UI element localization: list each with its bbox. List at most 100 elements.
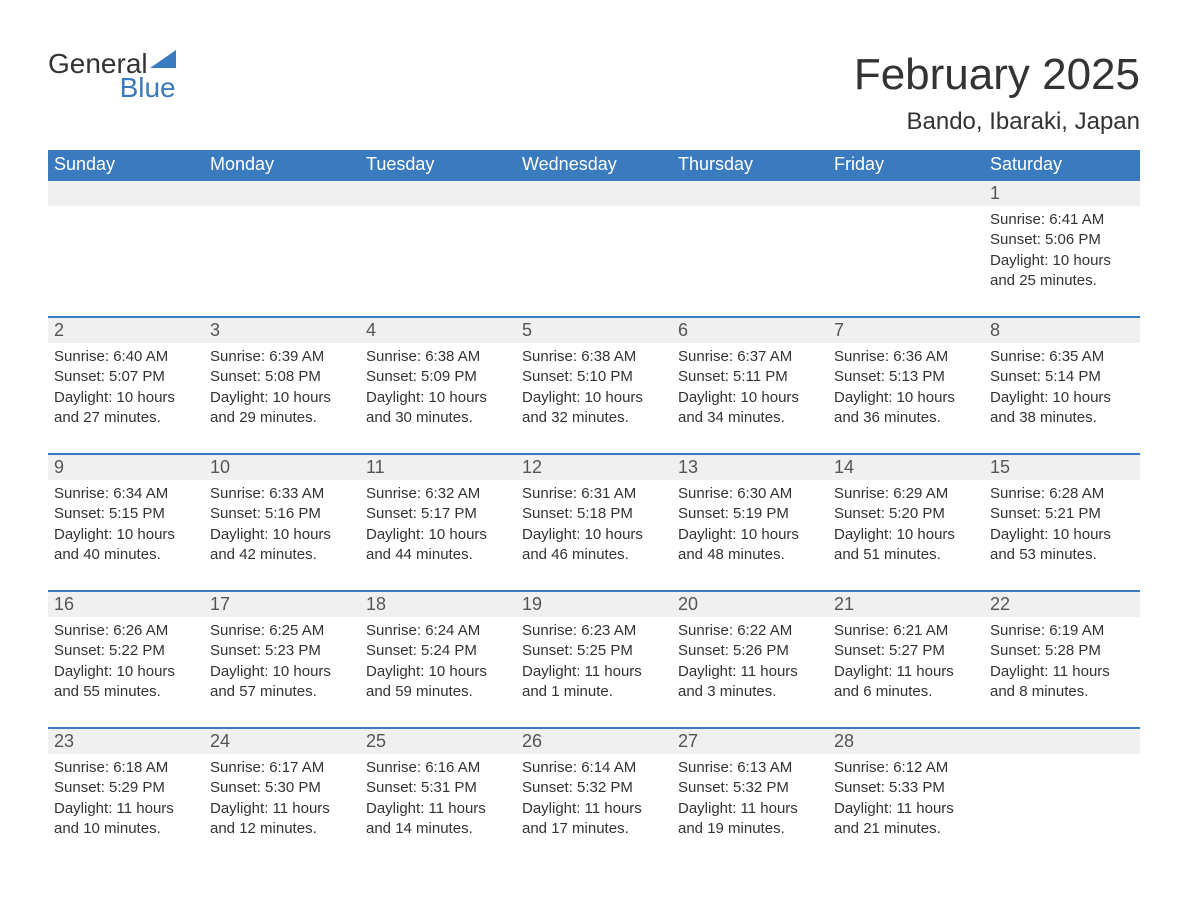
day-cell: Sunrise: 6:35 AMSunset: 5:14 PMDaylight:… — [984, 343, 1140, 437]
sunset-text: Sunset: 5:14 PM — [990, 367, 1134, 387]
daylight-text: Daylight: 10 hours and 55 minutes. — [54, 662, 198, 703]
sunset-text: Sunset: 5:22 PM — [54, 641, 198, 661]
day-number — [672, 181, 828, 206]
day-number: 18 — [360, 592, 516, 617]
sunrise-text: Sunrise: 6:38 AM — [522, 347, 666, 367]
sunset-text: Sunset: 5:18 PM — [522, 504, 666, 524]
day-number: 9 — [48, 455, 204, 480]
logo-text-blue: Blue — [120, 72, 176, 103]
daynum-row: 9101112131415 — [48, 453, 1140, 480]
day-cell: Sunrise: 6:14 AMSunset: 5:32 PMDaylight:… — [516, 754, 672, 848]
calendar-body: 1Sunrise: 6:41 AMSunset: 5:06 PMDaylight… — [48, 181, 1140, 864]
day-cell — [516, 206, 672, 300]
sunset-text: Sunset: 5:11 PM — [678, 367, 822, 387]
day-number: 7 — [828, 318, 984, 343]
sunset-text: Sunset: 5:19 PM — [678, 504, 822, 524]
sunrise-text: Sunrise: 6:32 AM — [366, 484, 510, 504]
sunset-text: Sunset: 5:10 PM — [522, 367, 666, 387]
day-cell: Sunrise: 6:19 AMSunset: 5:28 PMDaylight:… — [984, 617, 1140, 711]
sunset-text: Sunset: 5:30 PM — [210, 778, 354, 798]
daylight-text: Daylight: 10 hours and 30 minutes. — [366, 388, 510, 429]
daylight-text: Daylight: 11 hours and 3 minutes. — [678, 662, 822, 703]
day-cell: Sunrise: 6:38 AMSunset: 5:10 PMDaylight:… — [516, 343, 672, 437]
weekday-header: Saturday — [984, 150, 1140, 181]
day-cell: Sunrise: 6:41 AMSunset: 5:06 PMDaylight:… — [984, 206, 1140, 300]
day-number: 17 — [204, 592, 360, 617]
day-cell: Sunrise: 6:26 AMSunset: 5:22 PMDaylight:… — [48, 617, 204, 711]
day-cell: Sunrise: 6:33 AMSunset: 5:16 PMDaylight:… — [204, 480, 360, 574]
daylight-text: Daylight: 10 hours and 46 minutes. — [522, 525, 666, 566]
daycontent-row: Sunrise: 6:40 AMSunset: 5:07 PMDaylight:… — [48, 343, 1140, 453]
day-number: 12 — [516, 455, 672, 480]
sunrise-text: Sunrise: 6:22 AM — [678, 621, 822, 641]
day-cell: Sunrise: 6:22 AMSunset: 5:26 PMDaylight:… — [672, 617, 828, 711]
weekday-header: Tuesday — [360, 150, 516, 181]
sunrise-text: Sunrise: 6:25 AM — [210, 621, 354, 641]
sunrise-text: Sunrise: 6:23 AM — [522, 621, 666, 641]
weekday-header: Friday — [828, 150, 984, 181]
daylight-text: Daylight: 10 hours and 25 minutes. — [990, 251, 1134, 292]
day-number: 28 — [828, 729, 984, 754]
sunrise-text: Sunrise: 6:18 AM — [54, 758, 198, 778]
day-number — [48, 181, 204, 206]
sunrise-text: Sunrise: 6:12 AM — [834, 758, 978, 778]
daylight-text: Daylight: 11 hours and 17 minutes. — [522, 799, 666, 840]
day-number — [204, 181, 360, 206]
logo-sail-icon — [150, 50, 176, 73]
daylight-text: Daylight: 10 hours and 27 minutes. — [54, 388, 198, 429]
day-cell — [360, 206, 516, 300]
sunrise-text: Sunrise: 6:30 AM — [678, 484, 822, 504]
day-number — [516, 181, 672, 206]
daycontent-row: Sunrise: 6:26 AMSunset: 5:22 PMDaylight:… — [48, 617, 1140, 727]
day-cell: Sunrise: 6:31 AMSunset: 5:18 PMDaylight:… — [516, 480, 672, 574]
day-cell: Sunrise: 6:34 AMSunset: 5:15 PMDaylight:… — [48, 480, 204, 574]
daylight-text: Daylight: 11 hours and 21 minutes. — [834, 799, 978, 840]
sunset-text: Sunset: 5:32 PM — [522, 778, 666, 798]
daylight-text: Daylight: 10 hours and 59 minutes. — [366, 662, 510, 703]
day-cell: Sunrise: 6:30 AMSunset: 5:19 PMDaylight:… — [672, 480, 828, 574]
day-number — [360, 181, 516, 206]
day-cell: Sunrise: 6:13 AMSunset: 5:32 PMDaylight:… — [672, 754, 828, 848]
sunrise-text: Sunrise: 6:31 AM — [522, 484, 666, 504]
daynum-row: 232425262728 — [48, 727, 1140, 754]
day-number: 6 — [672, 318, 828, 343]
sunrise-text: Sunrise: 6:16 AM — [366, 758, 510, 778]
day-number: 21 — [828, 592, 984, 617]
sunset-text: Sunset: 5:26 PM — [678, 641, 822, 661]
sunrise-text: Sunrise: 6:40 AM — [54, 347, 198, 367]
sunset-text: Sunset: 5:23 PM — [210, 641, 354, 661]
logo: General Blue — [48, 50, 176, 102]
sunset-text: Sunset: 5:15 PM — [54, 504, 198, 524]
daynum-row: 1 — [48, 181, 1140, 206]
day-number: 1 — [984, 181, 1140, 206]
day-cell: Sunrise: 6:28 AMSunset: 5:21 PMDaylight:… — [984, 480, 1140, 574]
daylight-text: Daylight: 11 hours and 10 minutes. — [54, 799, 198, 840]
day-cell: Sunrise: 6:17 AMSunset: 5:30 PMDaylight:… — [204, 754, 360, 848]
sunrise-text: Sunrise: 6:26 AM — [54, 621, 198, 641]
sunrise-text: Sunrise: 6:39 AM — [210, 347, 354, 367]
sunrise-text: Sunrise: 6:24 AM — [366, 621, 510, 641]
header: General Blue February 2025 Bando, Ibarak… — [48, 50, 1140, 136]
day-cell — [672, 206, 828, 300]
sunset-text: Sunset: 5:27 PM — [834, 641, 978, 661]
daylight-text: Daylight: 10 hours and 44 minutes. — [366, 525, 510, 566]
day-number: 8 — [984, 318, 1140, 343]
day-number: 20 — [672, 592, 828, 617]
day-number: 25 — [360, 729, 516, 754]
day-number: 19 — [516, 592, 672, 617]
day-number — [984, 729, 1140, 754]
sunrise-text: Sunrise: 6:19 AM — [990, 621, 1134, 641]
sunrise-text: Sunrise: 6:34 AM — [54, 484, 198, 504]
day-number: 3 — [204, 318, 360, 343]
title-block: February 2025 Bando, Ibaraki, Japan — [854, 50, 1140, 136]
sunset-text: Sunset: 5:06 PM — [990, 230, 1134, 250]
sunrise-text: Sunrise: 6:14 AM — [522, 758, 666, 778]
daylight-text: Daylight: 10 hours and 29 minutes. — [210, 388, 354, 429]
sunrise-text: Sunrise: 6:21 AM — [834, 621, 978, 641]
sunrise-text: Sunrise: 6:29 AM — [834, 484, 978, 504]
day-number: 26 — [516, 729, 672, 754]
weekday-header: Monday — [204, 150, 360, 181]
day-number: 27 — [672, 729, 828, 754]
daylight-text: Daylight: 10 hours and 51 minutes. — [834, 525, 978, 566]
sunset-text: Sunset: 5:32 PM — [678, 778, 822, 798]
